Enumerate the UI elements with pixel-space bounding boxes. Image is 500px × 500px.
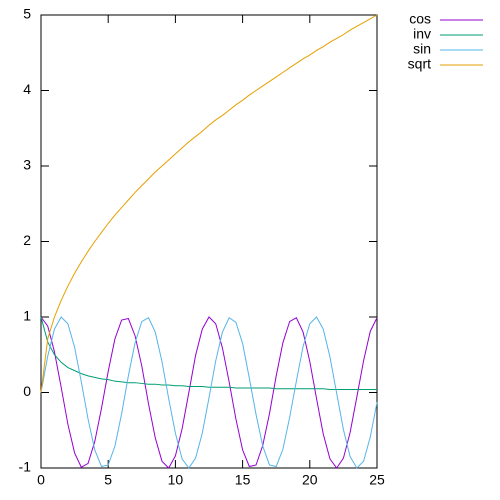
x-tick-label: 10 <box>168 472 184 488</box>
line-series <box>40 316 378 469</box>
x-tick-label: 25 <box>369 472 385 488</box>
line-series <box>40 14 378 393</box>
line-series <box>40 316 377 390</box>
x-tick-label: 5 <box>104 472 112 488</box>
x-tick-label: 15 <box>235 472 251 488</box>
y-tick-label: -1 <box>19 459 32 475</box>
line-series <box>40 316 378 469</box>
y-tick-label: 4 <box>23 81 31 97</box>
legend-label: sin <box>413 41 431 57</box>
legend-label: cos <box>409 11 431 27</box>
y-tick-label: 3 <box>23 157 31 173</box>
x-tick-label: 0 <box>37 472 45 488</box>
legend-label: inv <box>413 26 431 42</box>
y-tick-label: 5 <box>23 6 31 22</box>
x-tick-label: 20 <box>302 472 318 488</box>
y-tick-label: 2 <box>23 232 31 248</box>
legend-label: sqrt <box>408 56 431 72</box>
y-tick-label: 0 <box>23 383 31 399</box>
y-tick-label: 1 <box>23 308 31 324</box>
